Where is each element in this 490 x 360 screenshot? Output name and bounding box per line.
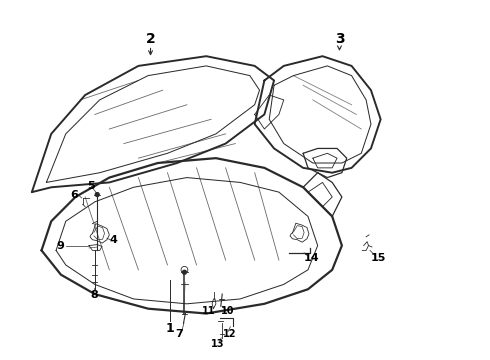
Text: 10: 10 [221,306,235,316]
Text: 2: 2 [146,32,155,46]
Text: 12: 12 [223,329,236,339]
Text: 6: 6 [71,190,78,199]
Text: 1: 1 [166,321,174,334]
Text: 3: 3 [335,32,344,46]
Text: 9: 9 [56,240,64,251]
Text: 5: 5 [88,181,95,191]
Text: 15: 15 [370,253,386,263]
Text: 8: 8 [90,290,98,300]
Circle shape [96,193,99,197]
Circle shape [182,270,186,274]
Text: 13: 13 [211,339,224,348]
Text: 7: 7 [176,329,183,339]
Text: 4: 4 [109,235,117,245]
Text: 11: 11 [202,306,216,316]
Text: 14: 14 [304,253,319,263]
